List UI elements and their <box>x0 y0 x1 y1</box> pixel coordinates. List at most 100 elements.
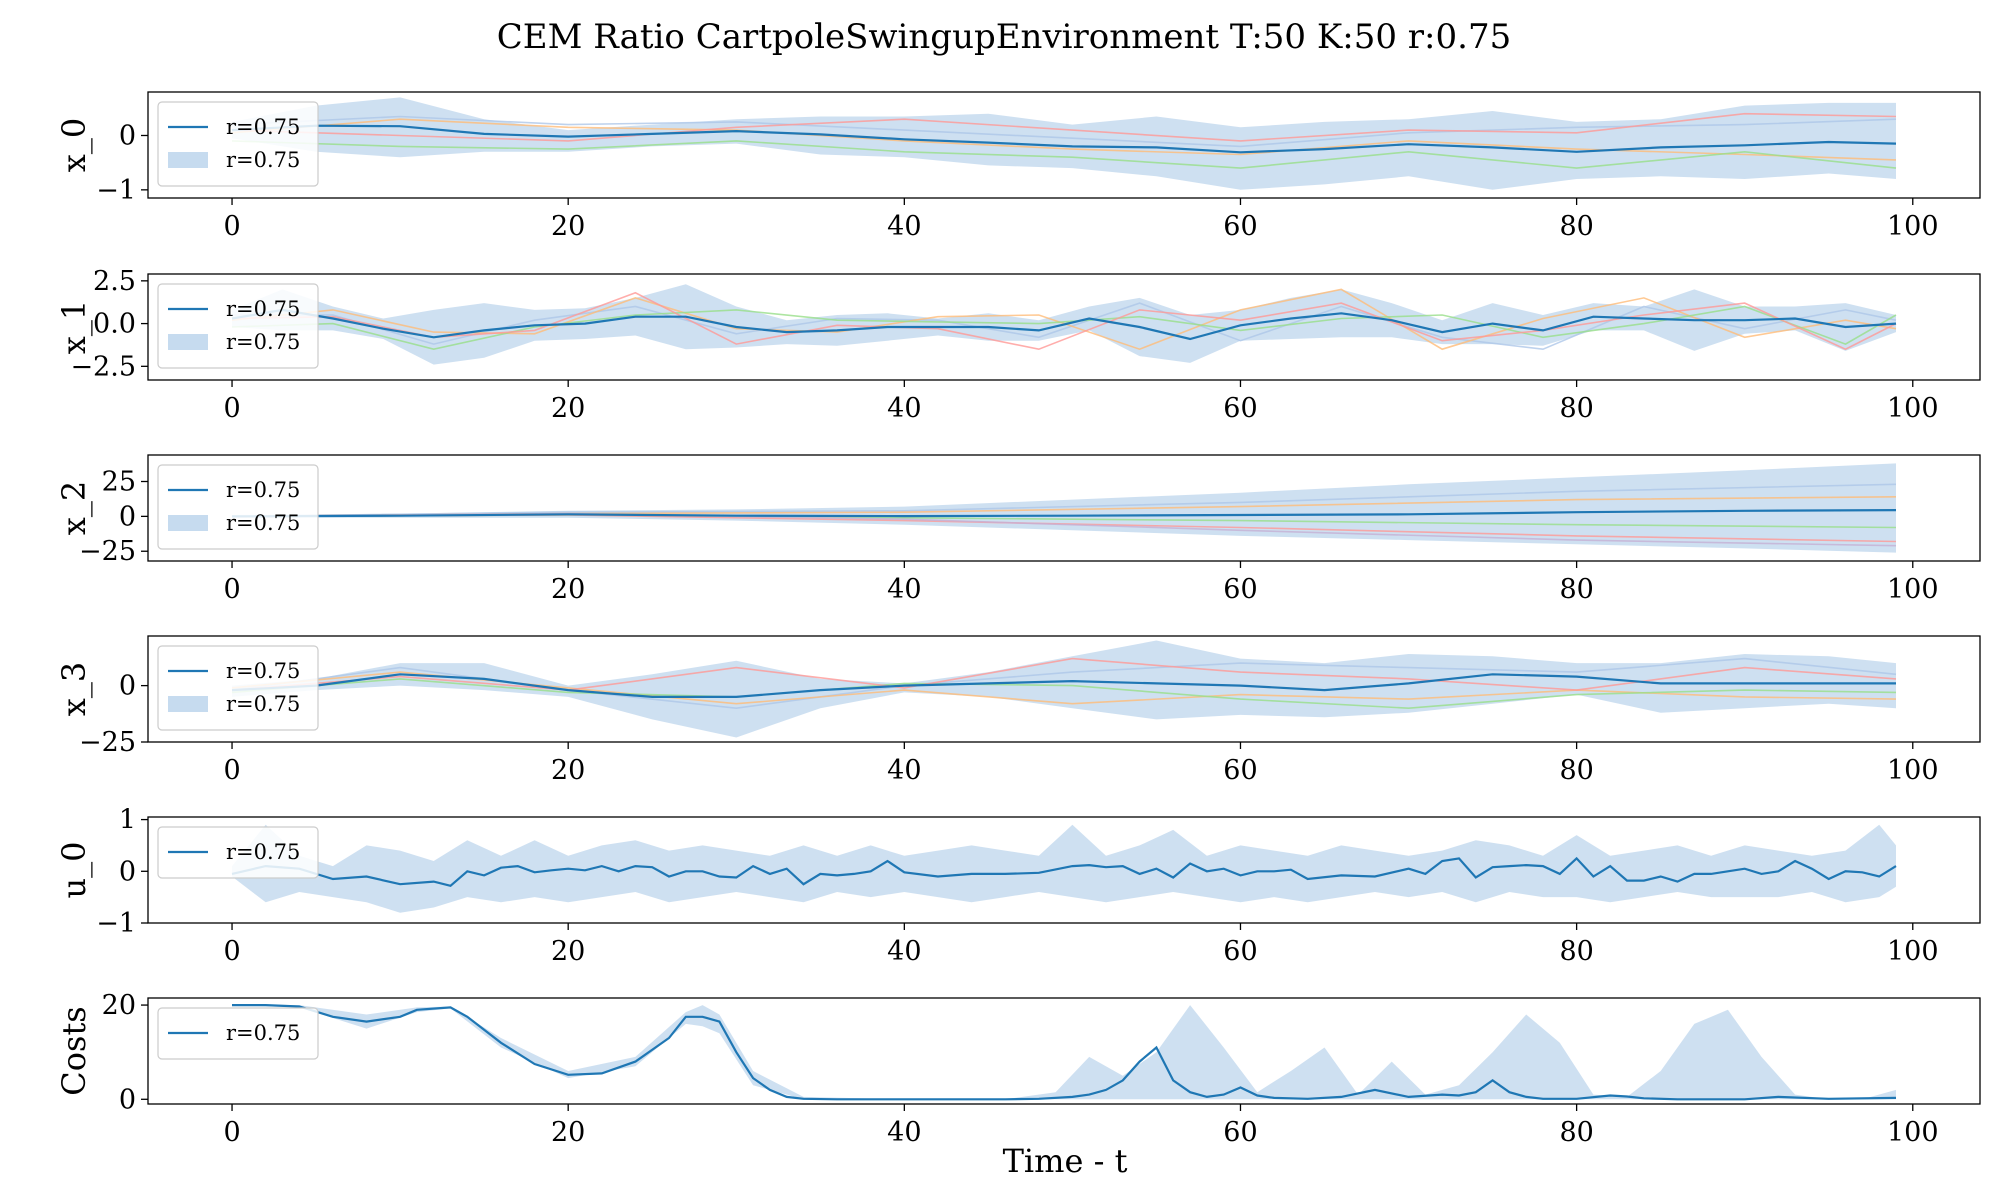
plot-area <box>231 284 1897 365</box>
x-tick-label: 40 <box>887 574 921 605</box>
legend: r=0.75 r=0.75 <box>157 464 319 550</box>
x-tick-label: 40 <box>887 755 921 786</box>
legend: r=0.75 <box>157 826 319 879</box>
y-axis-label: x_2 <box>55 481 93 535</box>
mean-series-line <box>232 1003 1897 1101</box>
legend-band-swatch <box>168 696 208 712</box>
axes-frame <box>147 454 1981 562</box>
x-tick-label: 80 <box>1559 755 1593 786</box>
plot-area <box>232 1003 1897 1101</box>
subplot-panels: 0 20 40 60 80 100 −1 0 x_0 r=0.75 r=0.75 0 20 40 60 80 1… <box>55 91 1981 1148</box>
x-tick-label: 40 <box>887 393 921 424</box>
legend-label: r=0.75 <box>226 297 300 321</box>
y-tick-label: −25 <box>79 727 136 758</box>
plot-area <box>231 97 1897 190</box>
x-tick-label: 0 <box>223 211 240 242</box>
x-tick-label: 20 <box>551 393 585 424</box>
y-tick-label: 0 <box>119 671 136 702</box>
x-tick-label: 100 <box>1887 574 1939 605</box>
y-tick-label: 25 <box>102 467 136 498</box>
mean-series-line <box>231 856 1897 888</box>
subplot-x-1: 0 20 40 60 80 100 −2.5 0.0 2.5x_1 r=0.75 r=0.75 <box>55 266 1981 424</box>
legend-label: r=0.75 <box>226 478 300 502</box>
legend-band-swatch <box>168 334 208 350</box>
x-tick-label: 60 <box>1223 1117 1257 1148</box>
sample-trajectory-line <box>231 305 1897 351</box>
x-tick-label: 100 <box>1887 936 1939 967</box>
legend: r=0.75 r=0.75 <box>157 645 319 731</box>
x-axis-label: Time - t <box>1003 1142 1128 1180</box>
sample-trajectory-line <box>231 678 1897 710</box>
x-tick-label: 80 <box>1559 211 1593 242</box>
legend: r=0.75 r=0.75 <box>157 283 319 369</box>
x-tick-label: 40 <box>887 1117 921 1148</box>
x-tick-label: 60 <box>1223 936 1257 967</box>
x-tick-label: 100 <box>1887 393 1939 424</box>
y-tick-label: −1 <box>96 908 136 939</box>
legend-label: r=0.75 <box>226 330 300 354</box>
x-tick-label: 20 <box>551 936 585 967</box>
x-tick-label: 100 <box>1887 211 1939 242</box>
y-tick-label: 0 <box>119 120 136 151</box>
y-axis-label: x_0 <box>55 118 93 172</box>
legend-box <box>157 1007 319 1060</box>
sample-trajectory-line <box>231 291 1897 351</box>
mean-series-line <box>231 308 1897 341</box>
legend-band-swatch <box>168 152 208 168</box>
x-tick-label: 20 <box>551 211 585 242</box>
legend-label: r=0.75 <box>226 511 300 535</box>
x-tick-label: 0 <box>223 936 240 967</box>
confidence-band <box>232 463 1896 553</box>
confidence-band <box>232 97 1896 190</box>
x-tick-label: 0 <box>223 755 240 786</box>
legend-label: r=0.75 <box>226 148 300 172</box>
x-tick-label: 60 <box>1223 574 1257 605</box>
y-tick-label: 0 <box>119 1084 136 1115</box>
x-tick-label: 40 <box>887 936 921 967</box>
chart-title: CEM Ratio CartpoleSwingupEnvironment T:5… <box>497 17 1511 57</box>
x-tick-label: 60 <box>1223 755 1257 786</box>
x-tick-label: 0 <box>223 1117 240 1148</box>
sample-trajectory-line <box>231 657 1897 691</box>
y-tick-label: −1 <box>96 175 136 206</box>
x-tick-label: 60 <box>1223 393 1257 424</box>
x-tick-label: 0 <box>223 393 240 424</box>
x-tick-label: 20 <box>551 1117 585 1148</box>
x-tick-label: 100 <box>1887 755 1939 786</box>
y-axis-label: u_0 <box>55 842 93 899</box>
confidence-band <box>232 1005 1896 1100</box>
subplot-x-0: 0 20 40 60 80 100 −1 0 x_0 r=0.75 r=0.75 <box>55 91 1981 242</box>
x-tick-label: 80 <box>1559 936 1593 967</box>
subplot-u-0: 0 20 40 60 80 100 −1 0 1 u_0 r=0.75 <box>55 805 1981 967</box>
subplot-costs: 0 20 40 60 80 100 0 20 Costs r=0.75 <box>55 990 1981 1148</box>
legend-label: r=0.75 <box>226 840 300 864</box>
plot-area <box>231 463 1897 553</box>
x-tick-label: 20 <box>551 574 585 605</box>
axes-frame <box>147 997 1981 1105</box>
sample-trajectory-line <box>231 118 1897 161</box>
y-axis-label: x_1 <box>55 300 93 354</box>
y-tick-label: 20 <box>102 990 136 1021</box>
subplot-x-3: 0 20 40 60 80 100 −25 0 x_3 r=0.75 r=0.75 <box>55 635 1981 786</box>
y-axis-label: Costs <box>55 1006 93 1095</box>
x-tick-label: 80 <box>1559 393 1593 424</box>
legend-label: r=0.75 <box>226 1021 300 1045</box>
y-tick-label: −2.5 <box>70 351 136 382</box>
y-tick-label: 0 <box>119 501 136 532</box>
legend-label: r=0.75 <box>226 115 300 139</box>
sample-trajectory-line <box>231 483 1897 518</box>
x-tick-label: 60 <box>1223 211 1257 242</box>
plot-area <box>231 640 1897 738</box>
y-tick-label: −25 <box>79 536 136 567</box>
sample-trajectory-line <box>231 288 1897 351</box>
x-tick-label: 80 <box>1559 574 1593 605</box>
axes-frame <box>147 635 1981 743</box>
y-tick-label: 0 <box>119 856 136 887</box>
y-tick-label: 0.0 <box>93 309 136 340</box>
axes-frame <box>147 816 1981 924</box>
legend-label: r=0.75 <box>226 659 300 683</box>
axes-frame <box>147 91 1981 199</box>
